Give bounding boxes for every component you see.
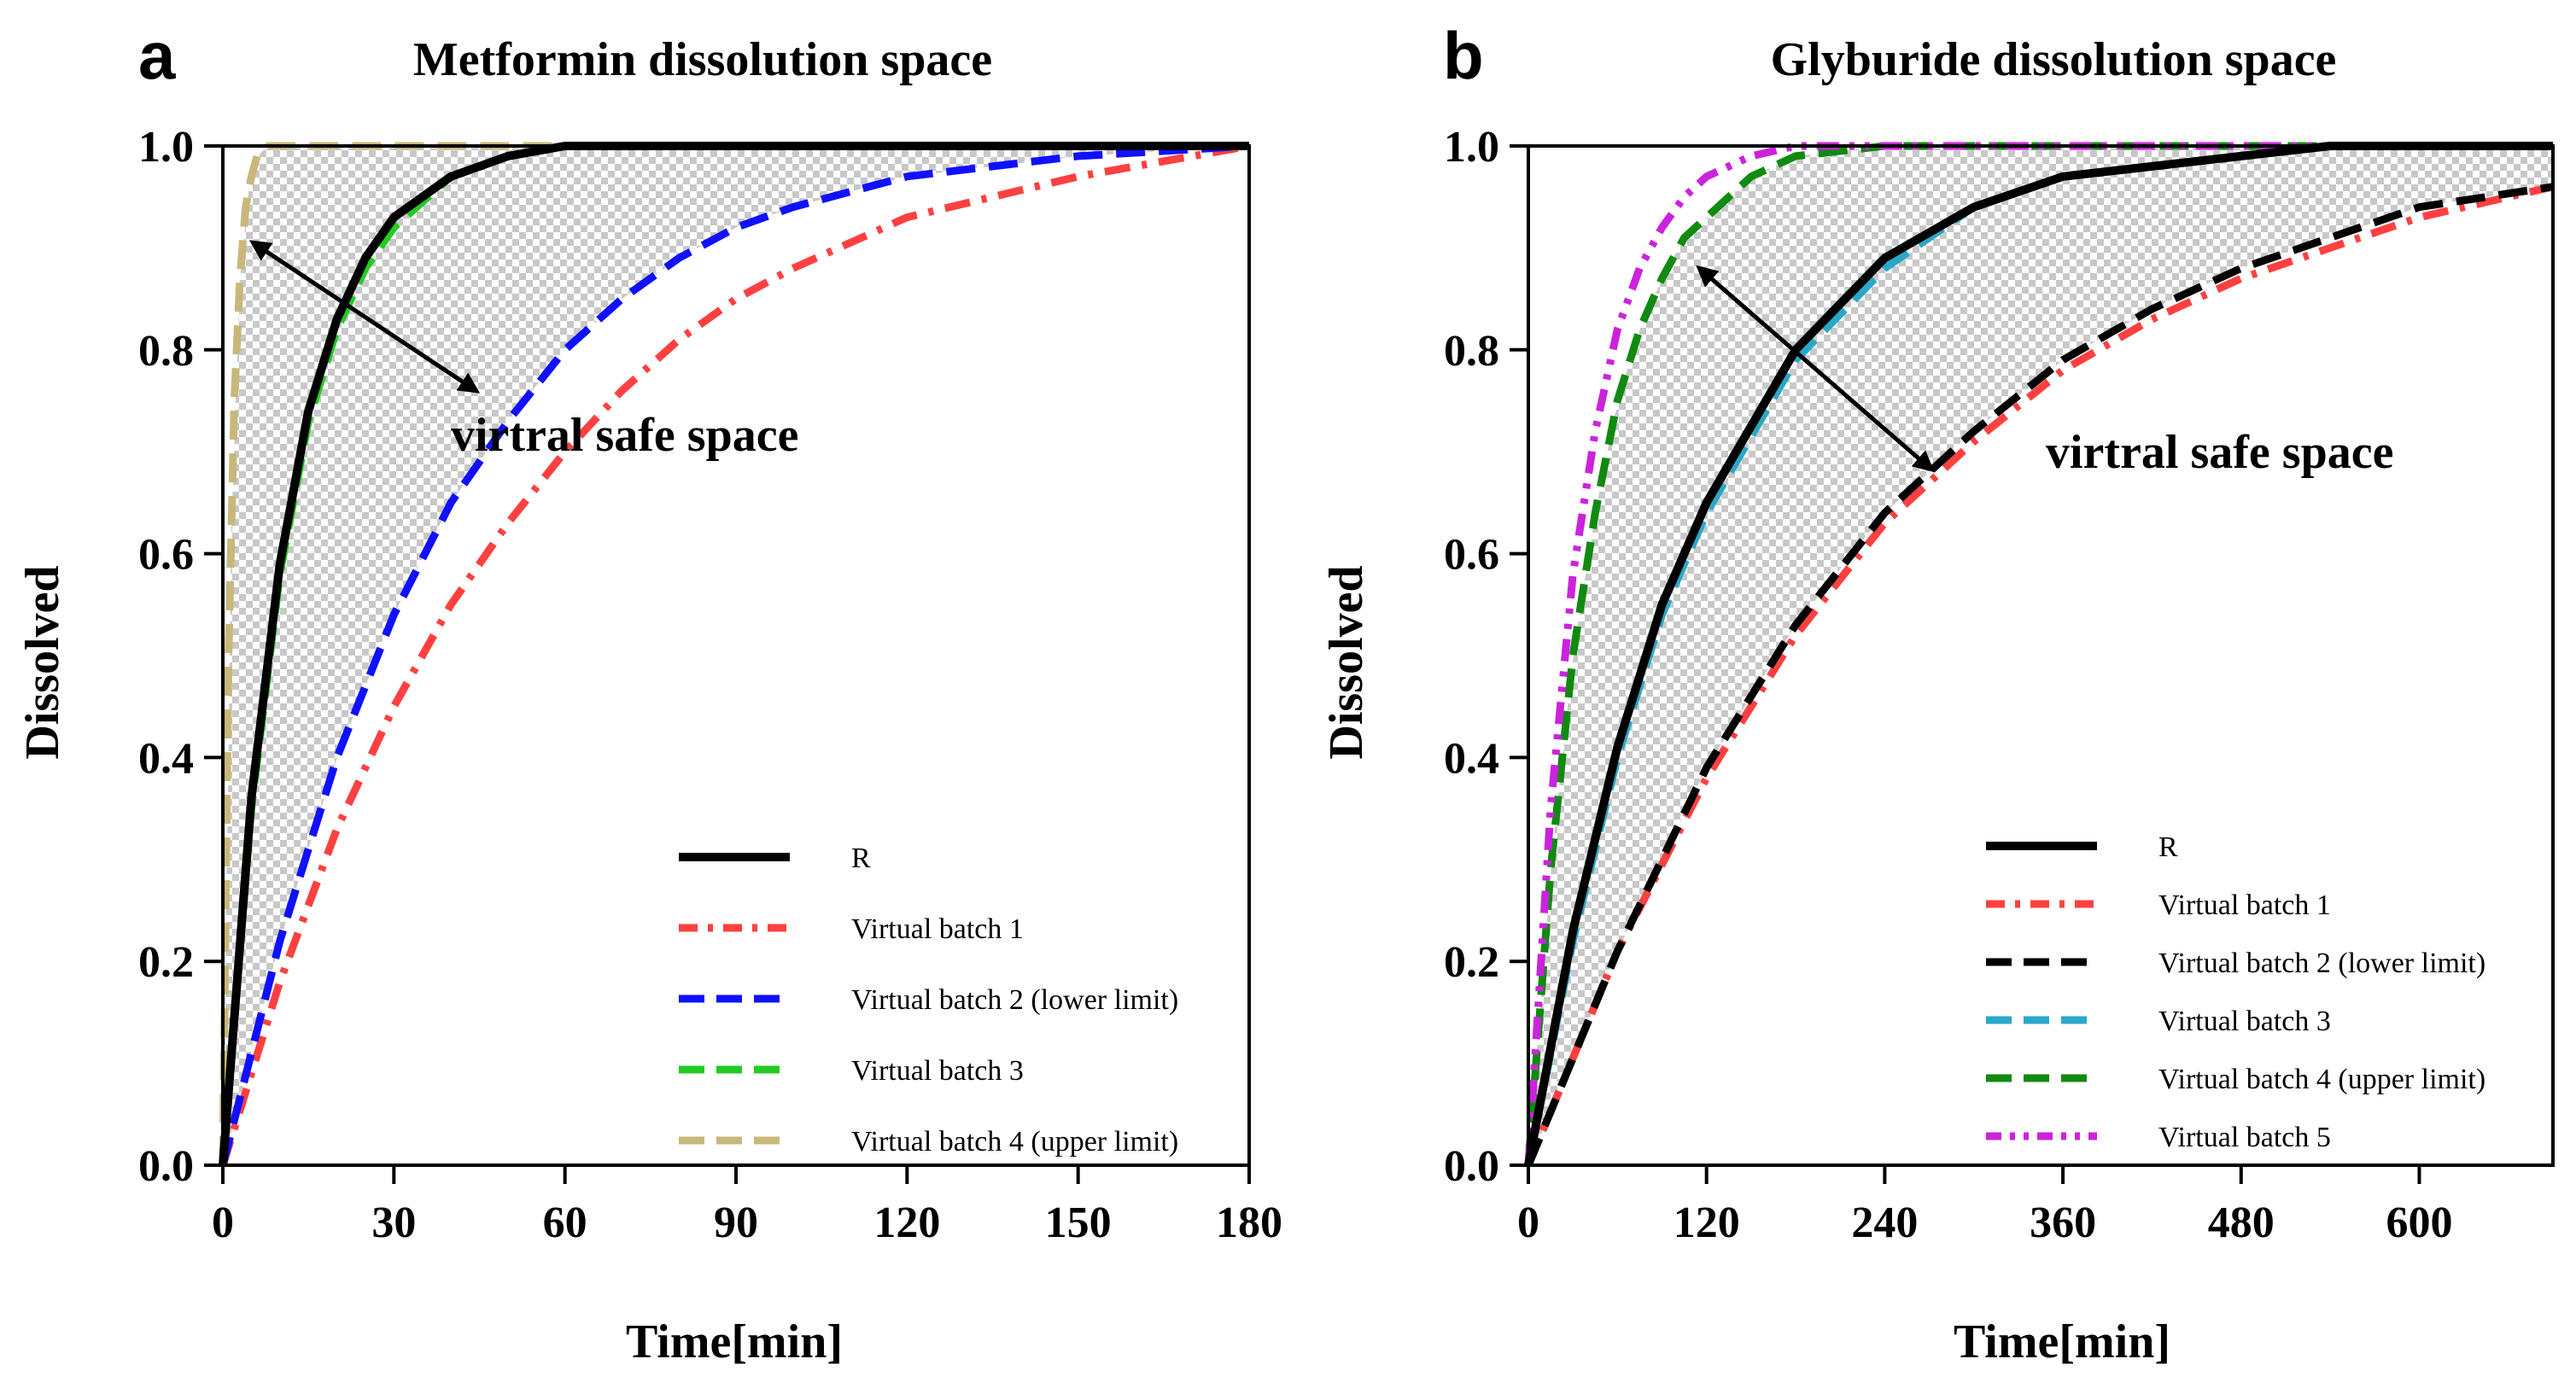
plot-frame [1527, 144, 2555, 1167]
legend-label: Virtual batch 2 (lower limit) [851, 984, 1178, 1016]
x-tick-label: 120 [873, 1198, 940, 1247]
y-axis-label: Dissolved [16, 565, 69, 759]
safe-space-annotation: virtral safe space [451, 409, 798, 462]
y-tick-label: 0.6 [1444, 531, 1499, 580]
x-tick-label: 0 [212, 1198, 234, 1247]
plot-area-a: 0 30 60 90 120 150 180 0.0 0.2 0.4 0.6 0.8 1.0 R Virtu… [138, 123, 1282, 1247]
legend-label: Virtual batch 4 (upper limit) [851, 1126, 1178, 1158]
x-tick-label: 150 [1045, 1198, 1112, 1247]
legend-label: Virtual batch 1 [2158, 889, 2331, 921]
safe-space-region [223, 146, 1249, 1165]
chart-title: Glyburide dissolution space [1771, 33, 2337, 86]
safe-space-annotation: virtral safe space [2046, 426, 2393, 479]
double-arrow-icon [248, 240, 481, 394]
legend-label: R [2158, 831, 2178, 863]
y-tick-label: 0.4 [138, 734, 194, 783]
series-line-virtual-batch-5 [1524, 142, 2553, 1166]
legend-label: R [851, 843, 871, 874]
x-tick-label: 360 [2030, 1198, 2096, 1247]
plot-area-b: 0 120 240 360 480 600 0.0 0.2 0.4 0.6 0.8 1.0 R Virtu… [1444, 123, 2555, 1247]
legend-label: Virtual batch 3 [2158, 1006, 2331, 1037]
y-tick-label: 0.0 [1444, 1142, 1499, 1191]
y-tick-label: 1.0 [1444, 123, 1499, 172]
legend: R Virtual batch 1 Virtual batch 2 (lower l… [679, 843, 1178, 1158]
legend-label: Virtual batch 4 (upper limit) [2158, 1064, 2485, 1095]
y-tick-label: 0.8 [1444, 327, 1499, 376]
x-tick-label: 60 [543, 1198, 587, 1247]
x-axis-label: Time[min] [626, 1315, 843, 1368]
series-line-virtual-batch-2-lower-limit [219, 142, 1250, 1167]
panel-b: b Glyburide dissolution space 0 120 240 360… [1320, 18, 2555, 1368]
x-tick-label: 480 [2208, 1198, 2275, 1247]
y-tick-label: 0.2 [1444, 938, 1499, 987]
legend-label: Virtual batch 3 [851, 1055, 1024, 1087]
x-tick-label: 240 [1851, 1198, 1918, 1247]
y-axis-label: Dissolved [1320, 565, 1373, 759]
y-tick-label: 0.6 [138, 531, 194, 580]
x-tick-label: 30 [371, 1198, 416, 1247]
legend-label: Virtual batch 1 [851, 913, 1024, 945]
panel-letter-b: b [1443, 18, 1484, 93]
series-line-virtual-batch-4-upper-limit [1524, 142, 2553, 1166]
series-line-virtual-batch-1 [219, 142, 1250, 1167]
y-tick-label: 0.4 [1444, 734, 1499, 783]
series-line-virtual-batch-2-lower-limit [1524, 183, 2554, 1167]
chart-title: Metformin dissolution space [413, 33, 992, 86]
y-tick-label: 0.0 [138, 1142, 194, 1191]
x-tick-label: 120 [1674, 1198, 1740, 1247]
y-tick-label: 1.0 [138, 123, 194, 172]
legend-label: Virtual batch 5 [2158, 1122, 2331, 1153]
x-tick-label: 90 [714, 1198, 758, 1247]
x-tick-label: 600 [2386, 1198, 2452, 1247]
y-tick-label: 0.2 [138, 938, 194, 987]
double-arrow-icon [1696, 265, 1935, 473]
x-tick-label: 180 [1216, 1198, 1282, 1247]
legend-label: Virtual batch 2 (lower limit) [2158, 948, 2485, 979]
safe-space-region [1528, 146, 2553, 1165]
panel-a: a Metformin dissolution space 0 30 60 90 120… [16, 18, 1282, 1368]
x-axis-label: Time[min] [1954, 1315, 2170, 1368]
legend: R Virtual batch 1 Virtual batch 2 (lower l… [1986, 831, 2485, 1153]
y-tick-label: 0.8 [138, 327, 194, 376]
panel-letter-a: a [138, 18, 176, 93]
x-tick-label: 0 [1517, 1198, 1539, 1247]
